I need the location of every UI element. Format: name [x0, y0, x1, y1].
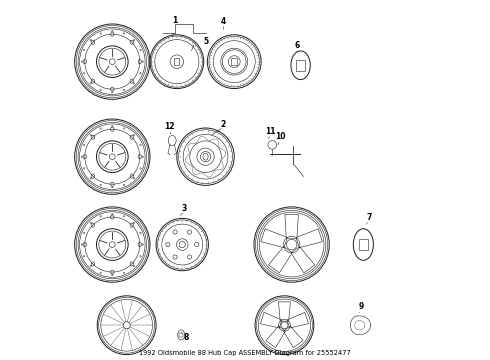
Text: 3: 3: [181, 204, 187, 213]
Text: 2: 2: [221, 120, 226, 129]
Text: 11: 11: [265, 127, 275, 136]
Text: 4: 4: [221, 17, 226, 26]
Text: 8: 8: [183, 333, 189, 342]
Text: 9: 9: [358, 302, 364, 311]
Text: 5: 5: [203, 37, 208, 46]
Text: 10: 10: [275, 132, 285, 141]
Text: 1: 1: [172, 16, 178, 25]
Text: 12: 12: [165, 122, 175, 131]
Text: 6: 6: [294, 41, 299, 50]
Text: 1992 Oldsmobile 88 Hub Cap ASSEMBLY Diagram for 25552477: 1992 Oldsmobile 88 Hub Cap ASSEMBLY Diag…: [139, 350, 351, 356]
Text: 7: 7: [366, 213, 371, 222]
